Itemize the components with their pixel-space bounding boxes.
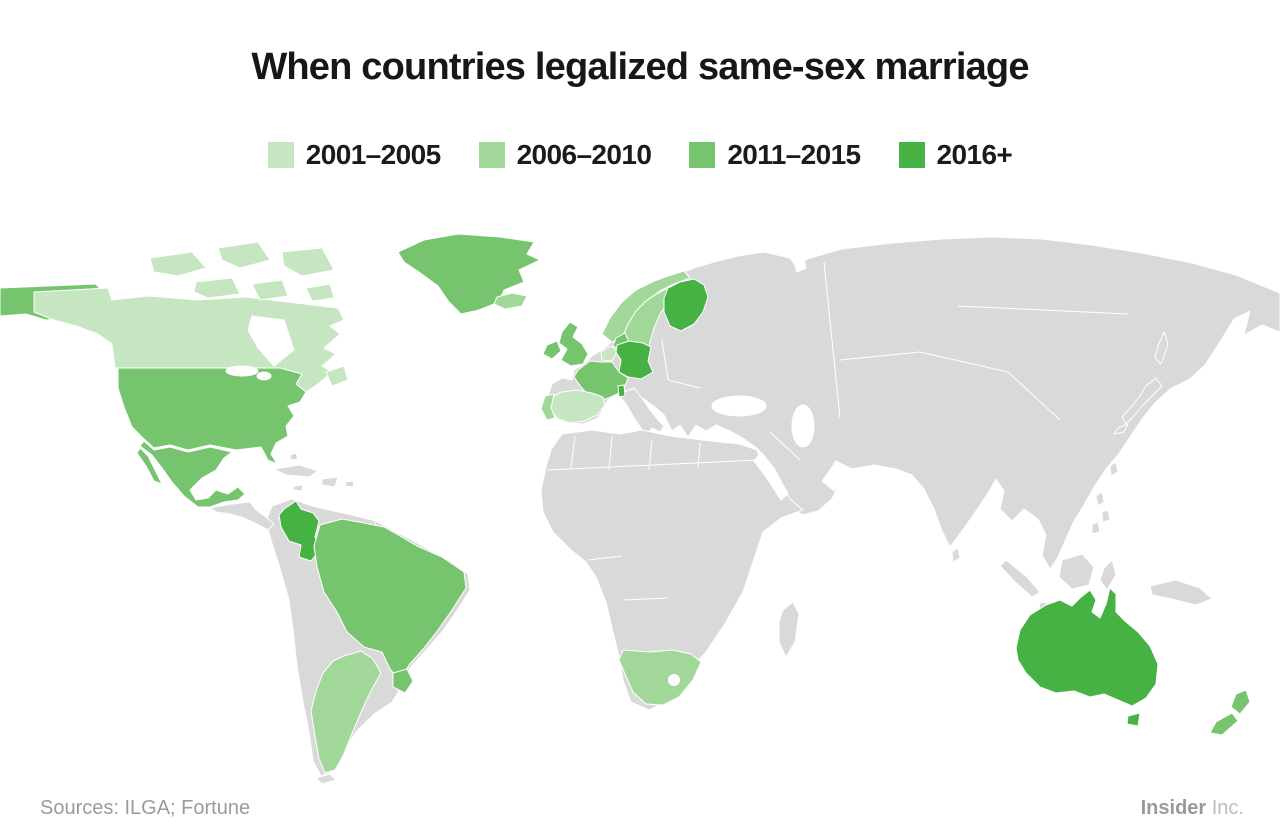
brand-bold: Insider: [1140, 797, 1207, 819]
country-argentina: [310, 650, 382, 774]
country-ireland: [542, 340, 562, 360]
region-caribbean: [273, 452, 355, 492]
country-germany: [615, 340, 654, 380]
lesotho-hole: [668, 674, 680, 686]
legend-label-2011-2015: 2011–2015: [727, 139, 861, 170]
legend-label-2016-plus: 2016+: [936, 139, 1013, 170]
country-iceland: [493, 292, 528, 310]
legend-swatch-2006-2010: [478, 142, 505, 168]
legend-swatch-2011-2015: [689, 142, 716, 168]
country-australia: [1015, 587, 1159, 727]
country-finland: [663, 278, 709, 332]
country-netherlands-belgium: [600, 345, 618, 362]
country-new-zealand: [1209, 689, 1251, 736]
country-philippines: [1091, 491, 1111, 535]
region-central-america: [209, 501, 275, 531]
legend-label-2006-2010: 2006–2010: [516, 139, 652, 170]
country-uruguay: [392, 668, 414, 694]
brand-logo: Insider Inc.: [1141, 797, 1244, 820]
island-sakhalin: [1154, 331, 1169, 365]
country-japan: [1113, 377, 1163, 435]
country-madagascar: [778, 601, 800, 658]
country-united-kingdom: [558, 321, 589, 367]
country-united-states: [117, 367, 307, 465]
country-canada: [33, 241, 349, 393]
legend-item-2016-plus: 2016+: [898, 139, 1013, 171]
country-malta: [617, 384, 626, 398]
country-sri-lanka: [951, 547, 961, 563]
legend: 2001–2005 2006–2010 2011–2015 2016+: [0, 139, 1280, 171]
legend-item-2001-2005: 2001–2005: [267, 139, 441, 171]
country-spain: [548, 389, 606, 424]
legend-item-2006-2010: 2006–2010: [478, 139, 652, 171]
country-taiwan: [1109, 461, 1119, 477]
sources-text: Sources: ILGA; Fortune: [40, 797, 251, 819]
legend-label-2001-2005: 2001–2005: [305, 139, 441, 170]
island-new-guinea: [1149, 579, 1213, 606]
landmass-eurasia: [545, 236, 1280, 570]
landmass-africa: [540, 429, 804, 711]
country-greenland: [397, 233, 541, 315]
brand-light: Inc.: [1211, 797, 1244, 819]
country-south-africa: [618, 649, 702, 706]
inland-waters: [225, 315, 680, 686]
country-portugal: [540, 393, 556, 421]
legend-swatch-2001-2005: [267, 142, 294, 168]
country-brazil: [313, 518, 467, 682]
legend-item-2011-2015: 2011–2015: [689, 139, 861, 171]
legend-swatch-2016-plus: [898, 142, 925, 168]
country-mexico: [136, 440, 246, 508]
chart-title: When countries legalized same-sex marria…: [251, 46, 1029, 88]
